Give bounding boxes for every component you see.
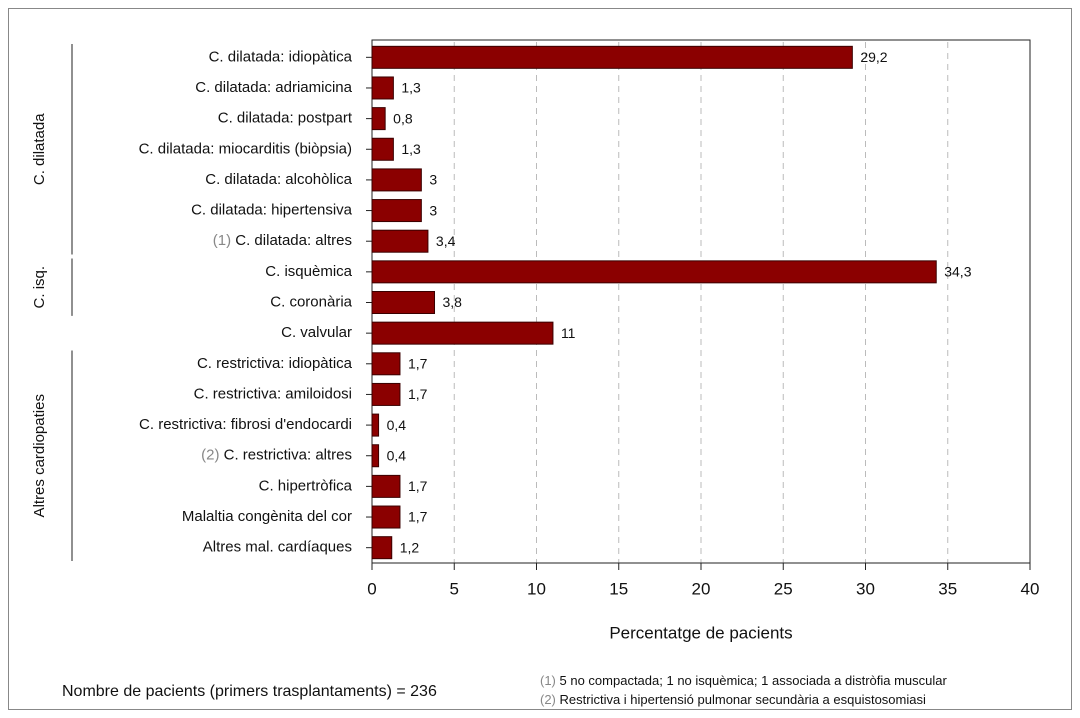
category-label: C. restrictiva: amiloidosi [194, 385, 352, 402]
value-label: 0,8 [393, 110, 413, 126]
value-label: 3,4 [436, 233, 456, 249]
x-tick-label: 5 [450, 579, 459, 598]
value-label: 3 [429, 172, 437, 188]
y-tick-label: C. restrictiva: idiopàtica [197, 355, 353, 372]
bar [371, 199, 422, 223]
note-text: Restrictiva i hipertensió pulmonar secun… [560, 692, 926, 707]
category-label: C. valvular [281, 324, 352, 341]
x-tick-label: 25 [774, 579, 793, 598]
note: (2) Restrictiva i hipertensió pulmonar s… [540, 692, 926, 707]
y-tick-label: Altres mal. cardíaques [203, 539, 352, 556]
value-label: 1,3 [401, 141, 421, 157]
y-tick-label: C. restrictiva: fibrosi d'endocardi [139, 416, 352, 433]
footer: Nombre de pacients (primers trasplantame… [62, 683, 437, 700]
category-label: C. dilatada: altres [235, 232, 352, 249]
category-label: C. restrictiva: fibrosi d'endocardi [139, 416, 352, 433]
category-label: C. dilatada: hipertensiva [191, 202, 353, 219]
note-marker: (2) [540, 692, 556, 707]
bar [371, 291, 436, 314]
y-tick-label: (2) C. restrictiva: altres [201, 447, 352, 464]
bar [371, 168, 422, 192]
bar [371, 382, 401, 406]
value-label: 1,7 [408, 509, 428, 525]
value-label: 1,7 [408, 478, 428, 494]
category-label: C. dilatada: alcohòlica [205, 171, 352, 188]
value-label: 3,8 [443, 294, 463, 310]
y-tick-label: C. dilatada: alcohòlica [205, 171, 352, 188]
value-label: 34,3 [944, 264, 971, 280]
y-tick-label: C. dilatada: idiopàtica [209, 48, 353, 65]
value-label: 1,2 [400, 539, 420, 555]
group-label: C. dilatada [31, 113, 48, 185]
group-label: Altres cardiopaties [31, 394, 48, 517]
value-label: 11 [561, 325, 576, 341]
category-label: C. restrictiva: altres [224, 447, 352, 464]
bar [371, 352, 401, 376]
category-label: Altres mal. cardíaques [203, 539, 352, 556]
note: (1) 5 no compactada; 1 no isquèmica; 1 a… [540, 673, 948, 688]
bar [371, 76, 394, 100]
bar [371, 229, 429, 253]
y-tick-label: Malaltia congènita del cor [182, 508, 352, 525]
bar [371, 536, 393, 560]
y-tick-label: C. coronària [270, 293, 352, 310]
value-label: 1,7 [408, 355, 428, 371]
category-label: C. hipertròfica [259, 477, 353, 494]
bar [371, 45, 853, 69]
category-label: C. coronària [270, 293, 352, 310]
category-label: C. dilatada: miocarditis (biòpsia) [139, 140, 352, 157]
category-label: C. restrictiva: idiopàtica [197, 355, 353, 372]
y-tick-label: C. restrictiva: amiloidosi [194, 385, 352, 402]
value-label: 0,4 [387, 417, 407, 433]
value-label: 3 [429, 202, 437, 218]
x-tick-label: 40 [1021, 579, 1040, 598]
category-label: C. dilatada: idiopàtica [209, 48, 353, 65]
category-label: C. dilatada: postpart [218, 110, 353, 127]
footnote-marker: (2) [201, 447, 219, 464]
y-tick-label: C. dilatada: miocarditis (biòpsia) [139, 140, 352, 157]
value-label: 1,7 [408, 386, 428, 402]
bar [371, 474, 401, 498]
x-tick-label: 0 [367, 579, 376, 598]
bar [371, 137, 394, 161]
value-label: 1,3 [401, 80, 421, 96]
x-tick-label: 20 [692, 579, 711, 598]
bar [371, 321, 554, 345]
y-tick-label: C. valvular [281, 324, 352, 341]
y-tick-label: C. isquèmica [265, 263, 352, 280]
x-tick-label: 15 [609, 579, 628, 598]
x-tick-label: 10 [527, 579, 546, 598]
value-label: 29,2 [860, 49, 887, 65]
category-label: Malaltia congènita del cor [182, 508, 352, 525]
frame [8, 8, 1072, 710]
x-axis-label: Percentatge de pacients [609, 623, 792, 642]
category-label: C. isquèmica [265, 263, 352, 280]
bar [371, 260, 937, 284]
y-tick-label: C. dilatada: adriamicina [195, 79, 352, 96]
bar [371, 444, 380, 468]
y-tick-label: (1) C. dilatada: altres [213, 232, 352, 249]
note-marker: (1) [540, 673, 556, 688]
x-tick-label: 30 [856, 579, 875, 598]
y-tick-label: C. dilatada: postpart [218, 110, 353, 127]
group-label: C. isq. [31, 266, 48, 309]
y-tick-label: C. hipertròfica [259, 477, 353, 494]
bar [371, 107, 386, 131]
bar [371, 413, 380, 437]
note-text: 5 no compactada; 1 no isquèmica; 1 assoc… [560, 673, 948, 688]
category-label: C. dilatada: adriamicina [195, 79, 352, 96]
x-tick-label: 35 [938, 579, 957, 598]
bar [371, 505, 401, 529]
y-tick-label: C. dilatada: hipertensiva [191, 202, 353, 219]
footnote-marker: (1) [213, 232, 231, 249]
value-label: 0,4 [387, 447, 407, 463]
